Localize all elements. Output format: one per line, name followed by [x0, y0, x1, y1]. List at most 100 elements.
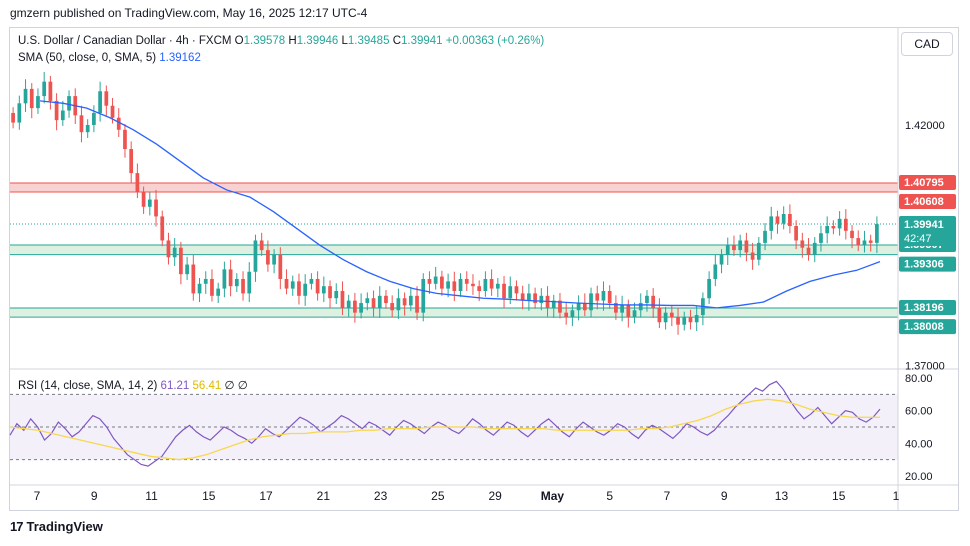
candle-body [297, 281, 301, 296]
time-tick-label: 7 [34, 489, 41, 503]
zone-price-badge [899, 174, 956, 190]
rsi-value: 61.21 [160, 380, 190, 392]
last-price-label: 1.39941 [904, 219, 944, 231]
candle-body [558, 300, 562, 313]
candle-body [514, 286, 519, 294]
sma-legend: SMA (50, close, 0, SMA, 5) 1.39162 [18, 52, 201, 64]
candle-body [141, 192, 146, 207]
time-tick-label: 13 [775, 489, 789, 503]
close-value: 1.39941 [401, 35, 443, 47]
candle-body [334, 291, 339, 299]
candle-body [831, 226, 836, 229]
time-tick-label: 7 [664, 489, 671, 503]
candle-body [421, 278, 426, 313]
time-tick-label: 25 [431, 489, 445, 503]
rsi-extra-1: ∅ [224, 380, 235, 392]
candle-body [707, 278, 711, 299]
candle-body [17, 103, 22, 123]
candle-body [812, 242, 817, 255]
candle-body [868, 240, 873, 243]
candle-body [365, 298, 370, 304]
candle-body [228, 269, 233, 287]
candle-body [875, 224, 879, 243]
candle-body [738, 240, 743, 251]
countdown-label: 42:47 [904, 233, 932, 245]
candle-body [464, 278, 469, 284]
tradingview-footer: 17 TradingView [10, 519, 103, 534]
candle-body [166, 240, 171, 258]
candle-body [676, 317, 680, 325]
zone-price-label: 1.40795 [904, 177, 944, 189]
zone-price-label: 1.38008 [904, 321, 944, 333]
candle-body [489, 278, 494, 289]
symbol-name: U.S. Dollar / Canadian Dollar · 4h · FXC… [18, 35, 232, 47]
high-value: 1.39946 [296, 35, 339, 47]
candle-body [669, 312, 674, 318]
high-label: H [288, 35, 297, 47]
candle-body [750, 252, 755, 260]
candle-body [495, 283, 500, 289]
candle-body [36, 96, 40, 109]
candle-body [384, 295, 388, 304]
candle-body [191, 264, 196, 294]
zone-price-badge [899, 300, 956, 316]
candle-body [601, 291, 606, 301]
zone-price-label: 1.39306 [904, 259, 944, 271]
candle-body [607, 291, 612, 304]
candle-body [309, 278, 314, 284]
candle-body [564, 312, 569, 318]
support-lower-zone [10, 308, 898, 318]
time-tick-label: 15 [202, 489, 216, 503]
candle-body [527, 293, 531, 301]
candle-body [353, 300, 357, 313]
candle-body [502, 283, 506, 299]
zone-price-badge [899, 319, 956, 335]
candle-body [135, 173, 140, 193]
candle-body [234, 278, 239, 287]
candle-body [321, 286, 326, 294]
candle-body [129, 149, 134, 174]
sma-value: 1.39162 [159, 52, 201, 64]
candle-body [11, 112, 15, 123]
sma-line [39, 100, 881, 309]
candle-body [185, 264, 189, 275]
time-tick-label: 29 [488, 489, 502, 503]
tradingview-logo-icon: 17 [10, 519, 24, 534]
candle-body [688, 317, 693, 323]
candle-body [769, 216, 774, 231]
close-label: C [392, 35, 401, 47]
rsi-legend: RSI (14, close, SMA, 14, 2) 61.21 56.41 … [18, 378, 248, 392]
candle-body [179, 247, 183, 275]
candle-body [620, 305, 624, 313]
chart-frame [9, 27, 959, 511]
candle-body [98, 91, 102, 113]
footer-brand: TradingView [26, 519, 103, 534]
candle-body [551, 300, 556, 308]
candle-body [85, 124, 90, 133]
candle-body [54, 100, 59, 121]
candle-body [825, 226, 830, 234]
candle-body [520, 293, 525, 301]
candle-body [719, 254, 724, 265]
time-tick-label: 9 [91, 489, 98, 503]
zone-price-label: 1.40608 [904, 196, 944, 208]
low-label: L [341, 35, 348, 47]
candle-body [856, 238, 861, 246]
candle-body [837, 218, 842, 229]
time-tick-label: 9 [721, 489, 728, 503]
candle-body [819, 233, 823, 243]
candle-body [576, 303, 581, 311]
zone-price-badge [899, 256, 956, 272]
rsi-label: RSI (14, close, SMA, 14, 2) [18, 380, 158, 392]
candle-body [197, 283, 202, 294]
candle-body [160, 216, 165, 241]
currency-button[interactable]: CAD [901, 32, 953, 56]
time-tick-label: 15 [832, 489, 846, 503]
candle-body [29, 88, 34, 109]
rsi-tick-label: 80.00 [905, 373, 933, 385]
last-price-badge [899, 216, 956, 247]
candle-body [247, 271, 252, 294]
time-tick-label: 23 [374, 489, 388, 503]
candle-body [92, 112, 96, 125]
candle-body [452, 281, 457, 291]
